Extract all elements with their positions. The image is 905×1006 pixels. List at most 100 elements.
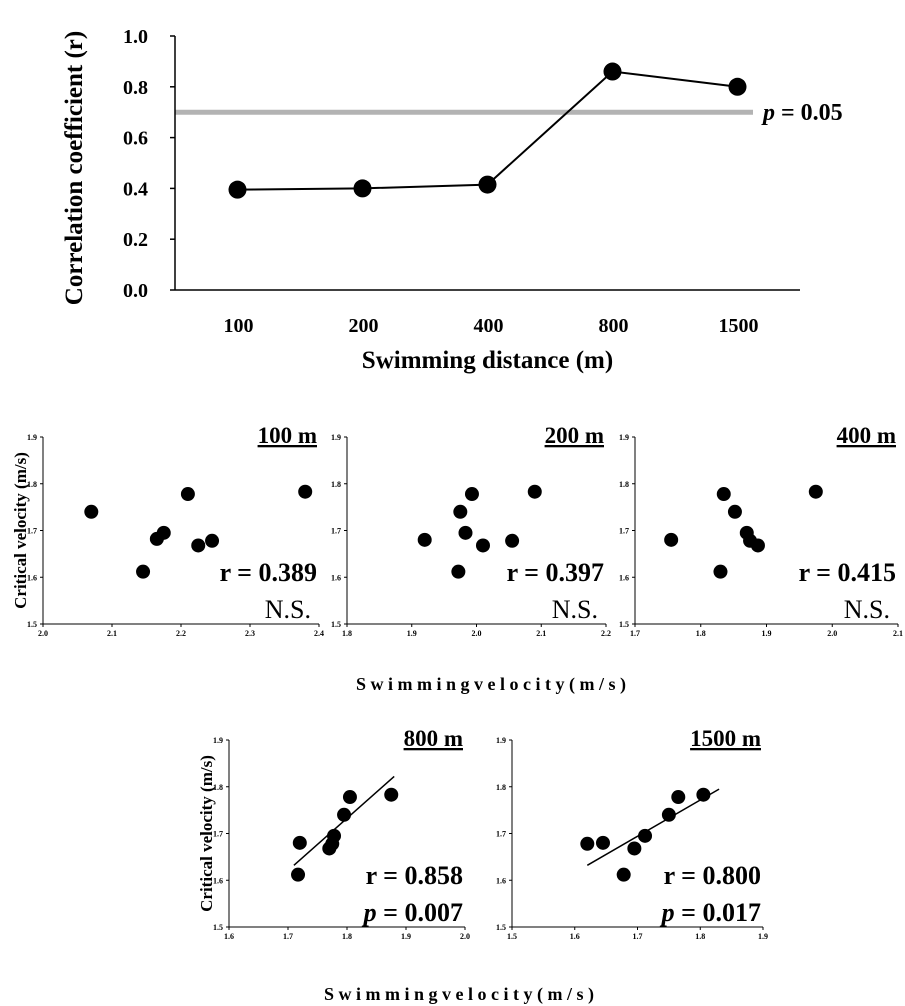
panel-x-tick-label: 1.6 xyxy=(570,932,580,941)
trend-line xyxy=(586,788,720,866)
panel-y-tick-label: 1.8 xyxy=(496,783,506,792)
x-axis-label: Swimming distance (m) xyxy=(362,347,613,374)
correlation-label: r = 0.397 xyxy=(507,558,604,587)
panel-y-tick-label: 1.9 xyxy=(27,433,37,442)
panel-y-tick-label: 1.6 xyxy=(619,573,629,582)
x-tick-label: 200 xyxy=(349,315,379,337)
panel-x-tick-label: 1.7 xyxy=(283,932,293,941)
panel-y-tick-label: 1.8 xyxy=(619,480,629,489)
scatter-point xyxy=(716,487,731,502)
x-tick-label: 800 xyxy=(599,315,629,337)
panel-x-tick-label: 2.0 xyxy=(38,629,48,638)
panel-x-tick-label: 1.9 xyxy=(407,629,417,638)
panel-x-tick-label: 2.3 xyxy=(245,629,255,638)
scatter-point xyxy=(696,787,711,802)
scatter-panel: 1.5 1.6 1.7 1.8 1.9 1.8 1.9 2.0 2.1 2.2 200 m r = 0… xyxy=(331,423,611,638)
data-point xyxy=(603,62,622,81)
panel-x-tick-label: 1.8 xyxy=(696,629,706,638)
scatter-panel: 1.5 1.6 1.7 1.8 1.9 1.5 1.6 1.7 1.8 1.9 1500 m r = … xyxy=(496,726,768,941)
panel-x-tick-label: 1.5 xyxy=(507,932,517,941)
correlation-label: r = 0.389 xyxy=(220,558,317,587)
scatter-point xyxy=(808,484,823,499)
scatter-point xyxy=(292,835,307,850)
panel-title: 200 m xyxy=(545,423,604,448)
panel-x-tick-label: 2.1 xyxy=(107,629,117,638)
p-value-label: p = 0.007 xyxy=(362,898,463,927)
x-tick-label: 400 xyxy=(474,315,504,337)
correlation-label: r = 0.415 xyxy=(799,558,896,587)
panel-y-tick-label: 1.8 xyxy=(213,783,223,792)
y-tick-label: 0.6 xyxy=(123,128,148,150)
scatter-point xyxy=(627,841,642,856)
panel-x-tick-label: 2.1 xyxy=(536,629,546,638)
panel-y-tick-label: 1.6 xyxy=(331,573,341,582)
panel-title: 800 m xyxy=(404,726,463,751)
p-value: = 0.007 xyxy=(377,898,463,927)
panel-x-tick-label: 2.0 xyxy=(472,629,482,638)
panel-y-tick-label: 1.6 xyxy=(496,876,506,885)
panel-x-tick-label: 1.8 xyxy=(342,629,352,638)
scatter-point xyxy=(342,790,357,805)
scatter-point xyxy=(661,807,676,822)
scatter-point xyxy=(291,867,306,882)
panel-x-tick-label: 1.6 xyxy=(224,932,234,941)
scatter-point xyxy=(505,533,520,548)
panel-y-tick-label: 1.9 xyxy=(496,736,506,745)
panel-x-tick-label: 1.8 xyxy=(695,932,705,941)
scatter-point xyxy=(327,828,342,843)
panel-x-tick-label: 2.1 xyxy=(893,629,903,638)
reference-p-value: = 0.05 xyxy=(775,100,843,126)
scatter-point xyxy=(298,484,313,499)
scatter-point xyxy=(458,525,473,540)
panel-y-tick-label: 1.6 xyxy=(27,573,37,582)
significance-label: N.S. xyxy=(552,595,598,624)
scatter-point xyxy=(417,532,432,547)
p-value-label: p = 0.017 xyxy=(660,898,761,927)
scatter-point xyxy=(337,807,352,822)
panel-title: 100 m xyxy=(258,423,317,448)
panel-y-axis-label: Critical velocity (m/s) xyxy=(11,452,30,609)
scatter-point xyxy=(616,867,631,882)
data-point xyxy=(228,180,247,199)
scatter-point xyxy=(156,525,171,540)
scatter-panel: 1.5 1.6 1.7 1.8 1.9 1.7 1.8 1.9 2.0 2.1 400 m r = 0… xyxy=(619,423,903,638)
scatter-point xyxy=(464,487,479,502)
scatter-point xyxy=(727,504,742,519)
data-point xyxy=(353,179,372,198)
panel-y-tick-label: 1.9 xyxy=(213,736,223,745)
panel-x-tick-label: 2.4 xyxy=(314,629,324,638)
scatter-point xyxy=(713,564,728,579)
panel-y-tick-label: 1.7 xyxy=(331,527,341,536)
panel-y-tick-label: 1.9 xyxy=(331,433,341,442)
panel-y-tick-label: 1.8 xyxy=(331,480,341,489)
panel-x-tick-label: 2.2 xyxy=(601,629,611,638)
panel-x-tick-label: 1.7 xyxy=(633,932,643,941)
reference-line-label: p = 0.05 xyxy=(761,100,843,126)
p-value: = 0.017 xyxy=(675,898,761,927)
scatter-point xyxy=(638,828,653,843)
shared-x-axis-label-top: S w i m m i n g v e l o c i t y ( m / s … xyxy=(356,674,626,695)
scatter-point xyxy=(136,564,151,579)
panel-y-tick-label: 1.7 xyxy=(496,830,506,839)
correlation-label: r = 0.800 xyxy=(664,861,761,890)
panel-x-tick-label: 1.8 xyxy=(342,932,352,941)
p-symbol: p xyxy=(660,898,675,927)
panel-x-tick-label: 1.9 xyxy=(758,932,768,941)
panel-y-tick-label: 1.7 xyxy=(619,527,629,536)
panel-title: 400 m xyxy=(837,423,896,448)
scatter-point xyxy=(580,836,595,851)
panel-y-tick-label: 1.5 xyxy=(213,923,223,932)
scatter-point xyxy=(180,487,195,502)
scatter-point xyxy=(664,532,679,547)
panel-y-tick-label: 1.7 xyxy=(27,527,37,536)
panel-x-tick-label: 1.7 xyxy=(630,629,640,638)
scatter-point xyxy=(475,538,490,553)
y-tick-label: 0.4 xyxy=(123,178,148,200)
scatter-point xyxy=(527,484,542,499)
panel-y-tick-label: 1.7 xyxy=(213,830,223,839)
scatter-panel: 1.5 1.6 1.7 1.8 1.9 2.0 2.1 2.2 2.3 2.4 Critical v… xyxy=(11,423,324,638)
scatter-point xyxy=(671,790,686,805)
